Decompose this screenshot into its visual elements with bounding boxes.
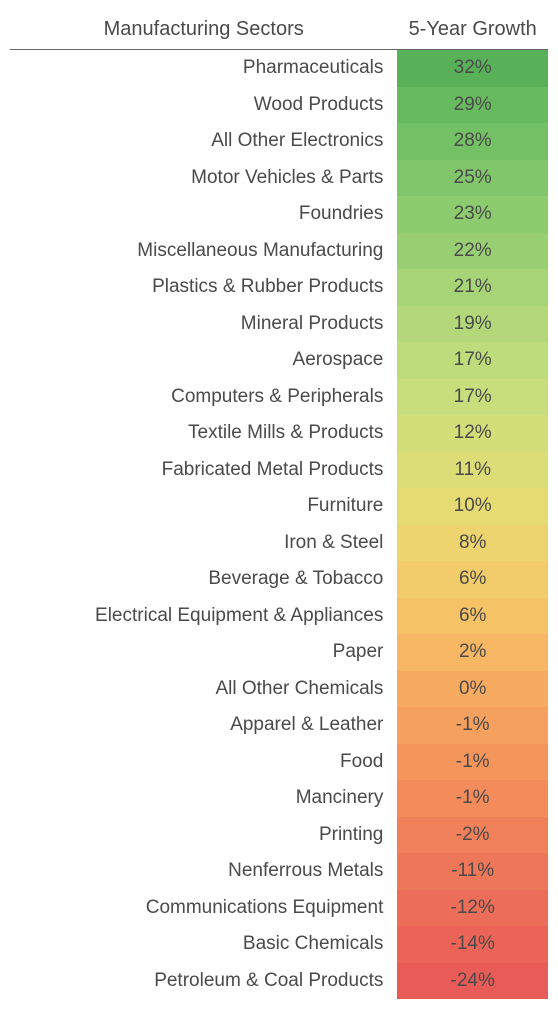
table-row: Beverage & Tobacco6% — [10, 561, 548, 598]
sector-cell: Foundries — [10, 196, 397, 233]
sector-cell: Paper — [10, 634, 397, 671]
sector-cell: Wood Products — [10, 87, 397, 124]
sector-cell: Aerospace — [10, 342, 397, 379]
growth-cell: -1% — [397, 780, 548, 817]
sector-cell: Computers & Peripherals — [10, 379, 397, 416]
table-row: Petroleum & Coal Products-24% — [10, 963, 548, 1000]
sector-cell: Iron & Steel — [10, 525, 397, 562]
growth-cell: -2% — [397, 817, 548, 854]
table-row: Printing-2% — [10, 817, 548, 854]
growth-cell: -14% — [397, 926, 548, 963]
table-row: Miscellaneous Manufacturing22% — [10, 233, 548, 270]
table-row: Nenferrous Metals-11% — [10, 853, 548, 890]
growth-cell: -12% — [397, 890, 548, 927]
growth-cell: 19% — [397, 306, 548, 343]
sector-cell: Plastics & Rubber Products — [10, 269, 397, 306]
table-row: Computers & Peripherals17% — [10, 379, 548, 416]
growth-cell: 32% — [397, 50, 548, 87]
sector-cell: Communications Equipment — [10, 890, 397, 927]
growth-cell: 23% — [397, 196, 548, 233]
table-row: Mancinery-1% — [10, 780, 548, 817]
table-row: Foundries23% — [10, 196, 548, 233]
col-header-sector: Manufacturing Sectors — [10, 12, 397, 50]
table-row: Electrical Equipment & Appliances6% — [10, 598, 548, 635]
growth-cell: 28% — [397, 123, 548, 160]
table-row: Basic Chemicals-14% — [10, 926, 548, 963]
sector-cell: Mancinery — [10, 780, 397, 817]
table-row: Aerospace17% — [10, 342, 548, 379]
table-row: Furniture10% — [10, 488, 548, 525]
growth-cell: 25% — [397, 160, 548, 197]
table-row: Motor Vehicles & Parts25% — [10, 160, 548, 197]
table-row: Plastics & Rubber Products21% — [10, 269, 548, 306]
sector-cell: All Other Chemicals — [10, 671, 397, 708]
sector-cell: Electrical Equipment & Appliances — [10, 598, 397, 635]
sector-cell: All Other Electronics — [10, 123, 397, 160]
growth-cell: 10% — [397, 488, 548, 525]
growth-cell: 17% — [397, 379, 548, 416]
growth-cell: 21% — [397, 269, 548, 306]
sector-cell: Textile Mills & Products — [10, 415, 397, 452]
sector-cell: Beverage & Tobacco — [10, 561, 397, 598]
growth-cell: 22% — [397, 233, 548, 270]
growth-cell: -11% — [397, 853, 548, 890]
sector-cell: Petroleum & Coal Products — [10, 963, 397, 1000]
growth-cell: 6% — [397, 561, 548, 598]
growth-cell: 6% — [397, 598, 548, 635]
growth-cell: 11% — [397, 452, 548, 489]
growth-cell: 8% — [397, 525, 548, 562]
growth-cell: 12% — [397, 415, 548, 452]
col-header-growth: 5-Year Growth — [397, 12, 548, 50]
growth-cell: 0% — [397, 671, 548, 708]
table-row: Communications Equipment-12% — [10, 890, 548, 927]
growth-table: Manufacturing Sectors 5-Year Growth Phar… — [10, 12, 548, 999]
table-row: Textile Mills & Products12% — [10, 415, 548, 452]
sector-cell: Furniture — [10, 488, 397, 525]
table-row: Apparel & Leather-1% — [10, 707, 548, 744]
sector-cell: Pharmaceuticals — [10, 50, 397, 87]
sector-cell: Food — [10, 744, 397, 781]
growth-cell: 29% — [397, 87, 548, 124]
sector-cell: Motor Vehicles & Parts — [10, 160, 397, 197]
table-row: Paper2% — [10, 634, 548, 671]
table-row: Food-1% — [10, 744, 548, 781]
growth-cell: -24% — [397, 963, 548, 1000]
growth-cell: 17% — [397, 342, 548, 379]
table-row: Pharmaceuticals32% — [10, 50, 548, 87]
growth-cell: 2% — [397, 634, 548, 671]
table-row: All Other Electronics28% — [10, 123, 548, 160]
table-row: All Other Chemicals0% — [10, 671, 548, 708]
sector-cell: Mineral Products — [10, 306, 397, 343]
table-row: Wood Products29% — [10, 87, 548, 124]
growth-cell: -1% — [397, 707, 548, 744]
table-row: Fabricated Metal Products11% — [10, 452, 548, 489]
table-row: Iron & Steel8% — [10, 525, 548, 562]
sector-cell: Miscellaneous Manufacturing — [10, 233, 397, 270]
sector-cell: Fabricated Metal Products — [10, 452, 397, 489]
sector-cell: Basic Chemicals — [10, 926, 397, 963]
sector-cell: Printing — [10, 817, 397, 854]
sector-cell: Nenferrous Metals — [10, 853, 397, 890]
growth-cell: -1% — [397, 744, 548, 781]
header-row: Manufacturing Sectors 5-Year Growth — [10, 12, 548, 50]
table-row: Mineral Products19% — [10, 306, 548, 343]
sector-cell: Apparel & Leather — [10, 707, 397, 744]
